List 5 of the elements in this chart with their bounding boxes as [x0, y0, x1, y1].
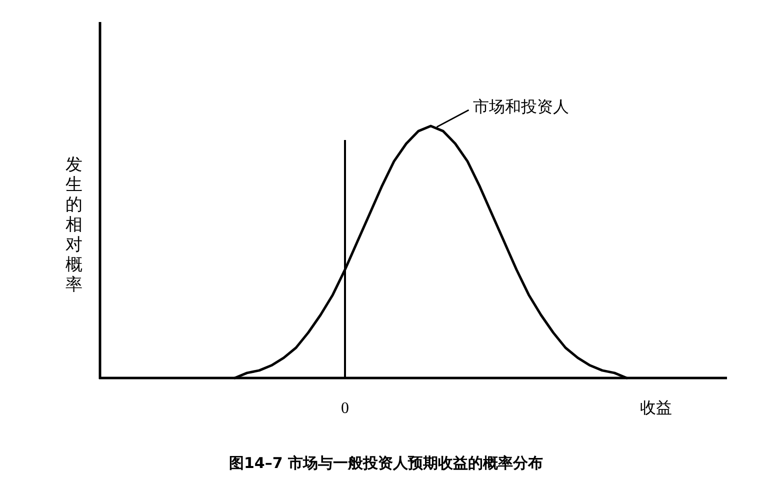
- text: 0: [341, 400, 349, 417]
- text: 图14–7 市场与一般投资人预期收益的概率分布: [228, 454, 544, 472]
- x-axis-title: 收益: [640, 398, 672, 417]
- series-label: 市场和投资人: [472, 97, 569, 116]
- y-axis-title: 发生的相对概率: [66, 155, 82, 295]
